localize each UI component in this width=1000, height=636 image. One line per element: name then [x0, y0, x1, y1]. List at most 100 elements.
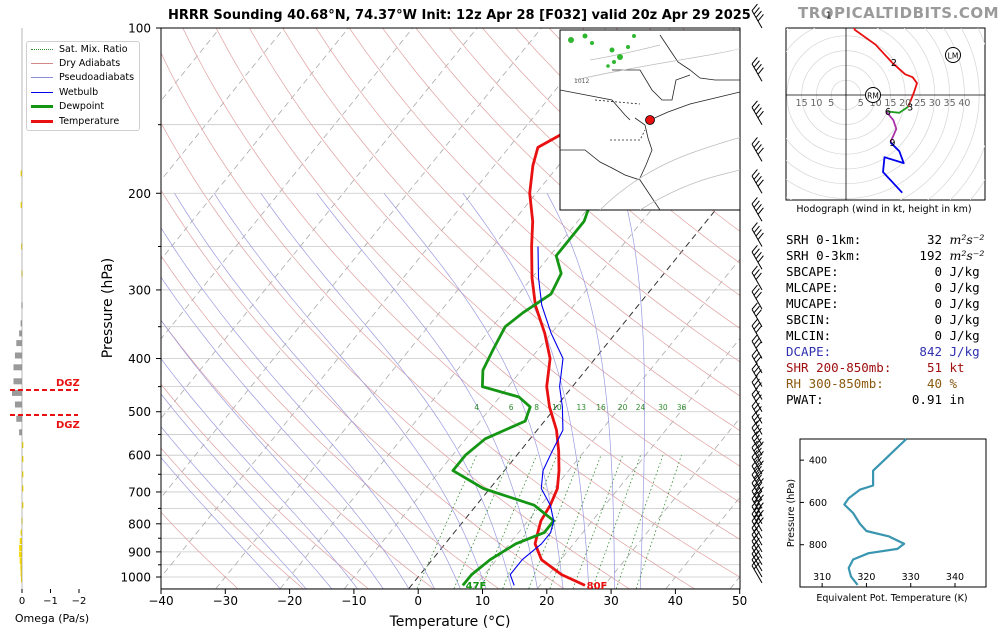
- barb-flag: [755, 447, 762, 455]
- wind-barb: [751, 197, 764, 222]
- stat-row: MLCIN: 0 J/kg: [786, 328, 984, 344]
- y-tick-label: 500: [128, 405, 151, 419]
- dry-adiabat-line: [182, 28, 740, 578]
- omega-bar: [14, 352, 22, 359]
- barb-flag: [755, 325, 762, 334]
- y-tick-label: 800: [128, 517, 151, 531]
- stat-unit: m²s⁻²: [949, 248, 985, 263]
- legend-item-temperature: Temperature: [27, 114, 139, 128]
- stat-label: MUCAPE:: [786, 296, 839, 311]
- stat-unit: J/kg: [949, 296, 980, 311]
- mix-ratio-line: [480, 455, 537, 589]
- stat-label: SRH 0-3km:: [786, 248, 862, 263]
- stat-value: 0: [934, 280, 942, 295]
- barb-flag: [753, 413, 760, 421]
- stat-row: SHR 200-850mb: 51 kt: [786, 360, 984, 376]
- omega-bar: [19, 538, 22, 544]
- barb-shaft: [751, 63, 763, 82]
- dry-adiabat-line: [161, 189, 564, 589]
- ring-label: 5: [858, 98, 864, 109]
- barb-flag: [755, 491, 762, 499]
- ring-label: 20: [899, 98, 911, 109]
- stat-row: SRH 0-3km: 192 m²s⁻²: [786, 248, 984, 264]
- stat-value: 842: [919, 344, 942, 359]
- stat-label: MLCAPE:: [786, 280, 839, 295]
- ring-label: 15: [796, 98, 808, 109]
- dgz-bottom-label: DGZ: [56, 420, 80, 431]
- x-tick-label: 30: [603, 594, 618, 608]
- x-tick-label: −30: [213, 594, 238, 608]
- stat-row: SBCIN: 0 J/kg: [786, 312, 984, 328]
- location-marker: [645, 115, 655, 125]
- y-tick-label: 100: [128, 22, 151, 36]
- barb-flag: [753, 60, 760, 68]
- x-tick-label: −40: [148, 594, 173, 608]
- omega-panel: DGZ DGZ 0 −1 −2 Omega (Pa/s): [10, 28, 89, 625]
- ring-label: 10: [870, 98, 882, 109]
- theta-e-frame: [799, 438, 987, 588]
- y-tick-label: 900: [128, 545, 151, 559]
- pseudoadiabat-line: [161, 393, 332, 589]
- barb-flag: [757, 110, 764, 119]
- barb-flag: [753, 225, 760, 233]
- stat-label: SBCIN:: [786, 312, 832, 327]
- dry-adiabat-line: [382, 28, 740, 363]
- stat-row: SBCAPE: 0 J/kg: [786, 264, 984, 280]
- wind-barb: [751, 100, 764, 125]
- omega-x-tick-label: −1: [43, 596, 58, 607]
- barb-shaft: [751, 527, 763, 546]
- omega-bar: [20, 564, 22, 571]
- barb-flag: [755, 107, 762, 115]
- wind-barb: [751, 520, 763, 546]
- pseudoadiabat-line: [161, 457, 281, 589]
- omega-bar: [12, 389, 22, 396]
- wind-barb: [751, 410, 763, 435]
- barb-flag: [753, 7, 760, 15]
- barb-shaft: [751, 416, 763, 435]
- barb-flag: [757, 255, 764, 263]
- stat-label: RH 300-850mb:: [786, 376, 884, 391]
- stat-value: 32: [926, 232, 942, 247]
- stat-row: MUCAPE: 0 J/kg: [786, 296, 984, 312]
- theta-e-line: [843, 438, 908, 586]
- theta-x-tick-label: 310: [813, 572, 831, 583]
- omega-bar: [19, 551, 22, 558]
- mix-ratio-label: 10: [552, 403, 562, 412]
- mix-ratio-line: [591, 455, 641, 589]
- wind-barb: [751, 348, 763, 374]
- stat-unit: %: [949, 376, 958, 391]
- dry-adiabat-line: [482, 28, 740, 264]
- dry-adiabat-line: [215, 28, 740, 540]
- barb-flag: [753, 524, 760, 532]
- theta-e-ticks: 310 320 330 340 400 600 800: [800, 456, 964, 587]
- stat-row: RH 300-850mb: 40 %: [786, 376, 984, 392]
- wind-barb: [751, 302, 763, 327]
- isotherm-line: [161, 28, 414, 340]
- omega-bar: [13, 378, 22, 385]
- ring-label: 25: [914, 98, 926, 109]
- dry-adiabat-line: [349, 28, 740, 397]
- theta-e-x-axis-title: Equivalent Pot. Temperature (K): [816, 593, 967, 604]
- barb-flag: [757, 14, 764, 22]
- barb-flag: [755, 229, 762, 237]
- omega-bar: [19, 544, 22, 551]
- barb-flag: [757, 494, 764, 502]
- barb-shaft: [751, 203, 763, 222]
- barb-flag: [757, 460, 764, 468]
- legend-swatch: [31, 91, 53, 93]
- wind-barb: [751, 440, 764, 466]
- barb-flag: [751, 467, 758, 475]
- skewt-axes: −40 −30 −20 −10 0 10 20 30 40 50 100 200 300 400 500 60…: [120, 22, 747, 609]
- y-axis-title: Pressure (hPa): [100, 258, 116, 358]
- barb-flag: [751, 56, 758, 65]
- barb-flag: [753, 103, 760, 112]
- dry-adiabat-line: [161, 511, 239, 589]
- pseudoadiabat-line: [161, 426, 307, 589]
- omega-bar: [22, 485, 24, 492]
- hodograph-height-labels: 1 2 3 6 9: [826, 11, 913, 149]
- pseudoadiabat-line: [174, 193, 461, 589]
- barb-flag: [751, 334, 758, 342]
- omega-bar: [22, 442, 24, 449]
- stat-value: 51: [926, 360, 942, 375]
- barb-flag: [751, 506, 758, 515]
